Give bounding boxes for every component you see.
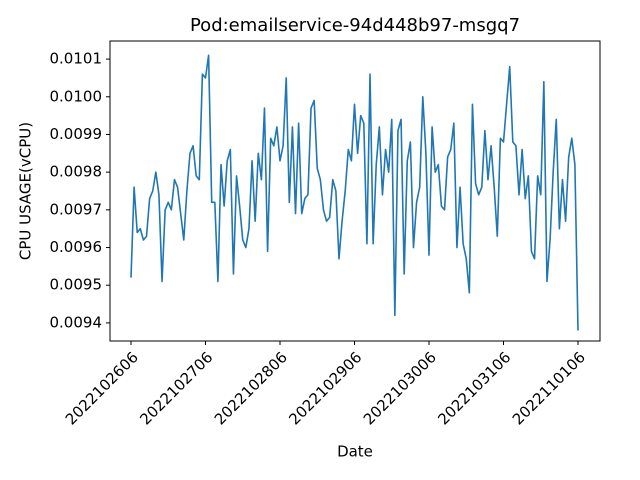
x-axis-label: Date <box>337 443 373 461</box>
y-tick-label: 0.0101 <box>50 50 103 68</box>
x-tick-label: 2022102906 <box>285 348 365 428</box>
y-tick-label: 0.0096 <box>50 238 103 256</box>
x-tick-label: 2022102606 <box>62 348 142 428</box>
x-tick-label: 2022103106 <box>434 348 514 428</box>
y-tick-label: 0.0098 <box>50 163 103 181</box>
x-tick-label: 2022110106 <box>509 348 589 428</box>
chart-title: Pod:emailservice-94d448b97-msgq7 <box>190 15 520 36</box>
y-tick-label: 0.0099 <box>50 125 103 143</box>
y-tick-label: 0.0097 <box>50 200 103 218</box>
y-tick-label: 0.0100 <box>50 87 103 105</box>
y-tick-label: 0.0094 <box>50 313 103 331</box>
y-tick-label: 0.0095 <box>50 276 103 294</box>
x-tick-label: 2022102706 <box>136 348 216 428</box>
x-tick-label: 2022103006 <box>360 348 440 428</box>
y-axis-label: CPU USAGE(vCPU) <box>17 122 35 260</box>
x-tick-label: 2022102806 <box>211 348 291 428</box>
line-series <box>130 54 579 331</box>
